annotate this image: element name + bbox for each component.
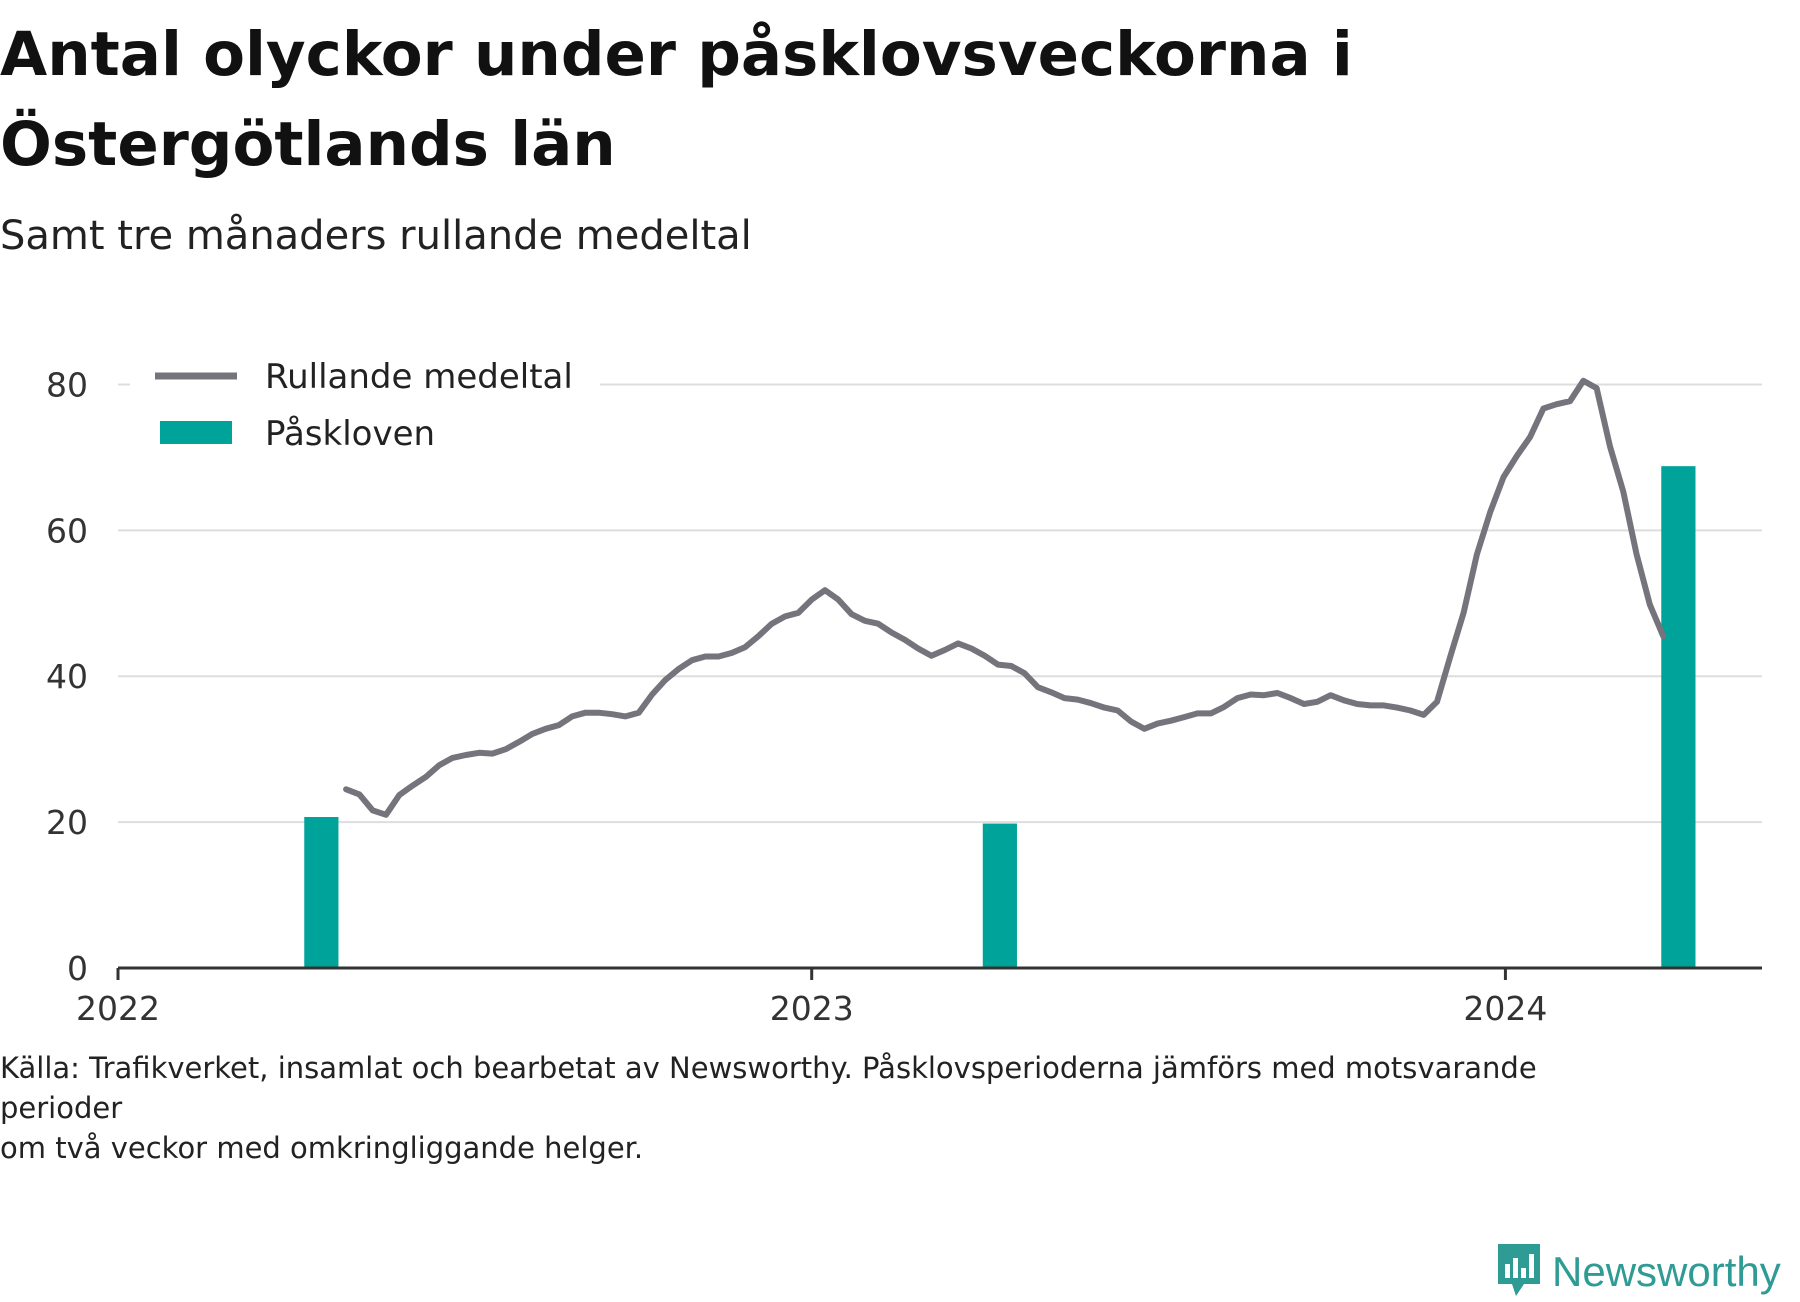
brand[interactable]: Newsworthy	[1494, 1244, 1781, 1300]
legend-label-bar: Påskloven	[265, 414, 435, 454]
series-line	[343, 377, 1667, 818]
bar	[982, 823, 1017, 968]
y-tick-label: 40	[46, 657, 88, 696]
legend-bar-swatch	[160, 421, 232, 444]
bar	[304, 817, 339, 968]
grid-lines: 0 20 40 60 80	[46, 365, 1762, 988]
bar-series-paskloven	[304, 466, 1696, 968]
y-tick-label: 20	[46, 803, 88, 842]
source-line-1: Källa: Trafikverket, insamlat och bearbe…	[0, 1051, 1537, 1085]
brand-name: Newsworthy	[1552, 1248, 1781, 1295]
x-axis: 2022 2023 2024	[76, 966, 1762, 1028]
chart-subtitle: Samt tre månaders rullande medeltal	[0, 213, 752, 259]
x-tick-label: 2022	[76, 989, 160, 1028]
source-line-3: om två veckor med omkringliggande helger…	[0, 1131, 644, 1165]
y-tick-label: 60	[46, 511, 88, 550]
newsworthy-logo-icon	[1494, 1242, 1544, 1302]
legend: Rullande medeltal Påskloven	[130, 340, 600, 454]
bar	[1661, 466, 1696, 968]
x-tick-label: 2024	[1463, 989, 1547, 1028]
chart-title: Antal olyckor under påsklovsveckorna i Ö…	[0, 19, 1353, 180]
x-tick-label: 2023	[770, 989, 854, 1028]
source-line-2: perioder	[0, 1091, 123, 1125]
legend-label-line: Rullande medeltal	[265, 357, 573, 397]
chart: 0 20 40 60 80 2022 2023 2024 Rullande medeltal…	[46, 340, 1762, 1028]
y-tick-label: 80	[46, 365, 88, 404]
line-series-rullande-medeltal	[343, 377, 1667, 818]
source-note: Källa: Trafikverket, insamlat och bearbe…	[0, 1048, 1700, 1168]
y-tick-label: 0	[67, 949, 88, 988]
